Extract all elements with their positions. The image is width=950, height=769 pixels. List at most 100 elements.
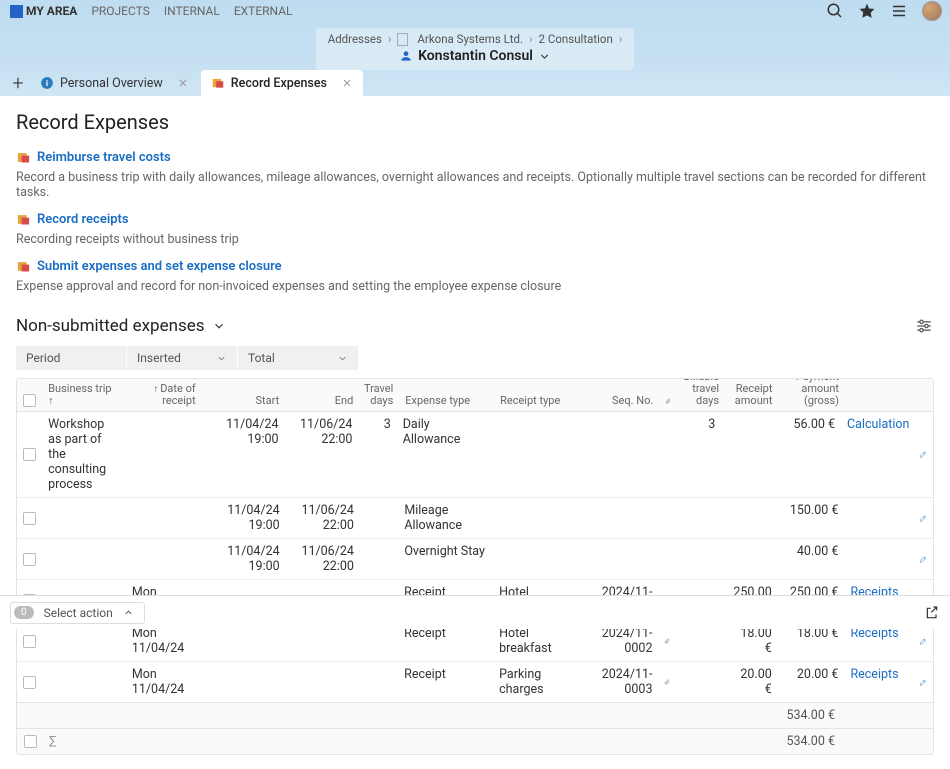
sum-checkbox[interactable] xyxy=(24,735,37,748)
sort-asc-icon: ↑ xyxy=(153,384,158,395)
action-reimburse-link[interactable]: Reimburse travel costs xyxy=(16,150,171,165)
select-action-label: Select action xyxy=(44,606,113,620)
action-link-label: Submit expenses and set expense closure xyxy=(37,259,282,274)
close-icon[interactable] xyxy=(341,77,353,89)
col-label: Start xyxy=(255,395,279,407)
cell-billable-days xyxy=(676,539,724,579)
cell-receipt-amount xyxy=(721,412,774,497)
action-receipts-link[interactable]: Record receipts xyxy=(16,212,129,227)
close-icon[interactable] xyxy=(177,77,189,89)
header-right xyxy=(826,1,942,21)
user-avatar[interactable] xyxy=(922,1,942,21)
cell-start xyxy=(202,662,286,702)
col-date-of-receipt[interactable]: ↑Date of receipt xyxy=(126,379,202,411)
breadcrumb-consultation[interactable]: 2 Consultation xyxy=(539,32,613,46)
breadcrumb-company[interactable]: Arkona Systems Ltd. xyxy=(417,32,523,46)
col-label: Billable travel days xyxy=(683,378,719,407)
table-row: Workshop as part of the consulting proce… xyxy=(17,412,933,498)
col-payment-amount[interactable]: Payment amount (gross) xyxy=(778,379,845,411)
col-attachment[interactable] xyxy=(659,379,677,411)
col-expense-type[interactable]: Expense type xyxy=(399,379,494,411)
export-icon[interactable] xyxy=(924,605,940,621)
action-link-label: Reimburse travel costs xyxy=(37,150,171,165)
nav-internal[interactable]: INTERNAL xyxy=(164,2,220,20)
row-checkbox[interactable] xyxy=(23,512,36,525)
col-receipt-amount[interactable]: Receipt amount xyxy=(725,379,778,411)
paperclip-icon[interactable] xyxy=(664,676,670,688)
breadcrumb-box: Addresses › Arkona Systems Ltd. › 2 Cons… xyxy=(316,28,635,70)
filter-settings-icon[interactable] xyxy=(914,316,934,336)
nav-external[interactable]: EXTERNAL xyxy=(234,2,293,20)
row-checkbox[interactable] xyxy=(23,676,36,689)
filter-total[interactable]: Total xyxy=(238,346,358,370)
paperclip-icon[interactable] xyxy=(664,635,670,647)
edit-icon[interactable] xyxy=(919,553,927,566)
cell-date xyxy=(126,498,202,538)
cell-expense-type: Daily Allowance xyxy=(397,412,492,497)
nav-projects[interactable]: PROJECTS xyxy=(91,2,150,20)
cell-billable-days xyxy=(676,662,724,702)
row-checkbox[interactable] xyxy=(23,635,36,648)
cell-days xyxy=(360,539,398,579)
col-travel-days[interactable]: Travel days xyxy=(359,379,399,411)
cell-payment-amount: 40.00 € xyxy=(778,539,845,579)
nav-my-area[interactable]: MY AREA xyxy=(10,2,77,20)
col-start[interactable]: Start xyxy=(202,379,286,411)
col-label: Travel days xyxy=(364,383,393,407)
cell-receipt-amount xyxy=(724,539,778,579)
row-link[interactable]: Receipts xyxy=(850,667,898,682)
tab-record-expenses[interactable]: Record Expenses xyxy=(201,70,363,96)
row-checkbox[interactable] xyxy=(23,553,36,566)
chevron-down-icon xyxy=(337,353,348,364)
star-icon[interactable] xyxy=(858,2,876,20)
add-tab-button[interactable]: + xyxy=(6,70,30,96)
menu-icon[interactable] xyxy=(890,2,908,20)
filter-label: Period xyxy=(26,351,60,365)
person-name: Konstantin Consul xyxy=(418,48,533,64)
breadcrumb-addresses[interactable]: Addresses xyxy=(328,32,382,46)
action-reimburse: Reimburse travel costs Record a business… xyxy=(16,150,934,200)
person-selector[interactable]: Konstantin Consul xyxy=(328,48,623,64)
col-business-trip[interactable]: Business trip ↑ xyxy=(42,379,126,411)
edit-icon[interactable] xyxy=(919,676,927,689)
cell-edit xyxy=(913,412,933,497)
subtotal-value: 534.00 € xyxy=(771,703,841,728)
tabs-bar: + i Personal Overview Record Expenses xyxy=(0,68,950,96)
expense-icon xyxy=(16,259,31,274)
cell-business-trip: Workshop as part of the consulting proce… xyxy=(42,412,125,497)
breadcrumb-area: Addresses › Arkona Systems Ltd. › 2 Cons… xyxy=(0,22,950,70)
cell-attachment xyxy=(658,662,676,702)
filter-inserted[interactable]: Inserted xyxy=(127,346,237,370)
filter-period[interactable]: Period xyxy=(16,346,126,370)
action-submit-link[interactable]: Submit expenses and set expense closure xyxy=(16,259,282,274)
col-billable-days[interactable]: Billable travel days xyxy=(677,379,725,411)
page-content: Record Expenses Reimburse travel costs R… xyxy=(0,96,950,769)
cell-days xyxy=(360,498,398,538)
nav-my-area-label: MY AREA xyxy=(26,4,77,18)
cell-business-trip xyxy=(42,662,126,702)
row-link[interactable]: Calculation xyxy=(847,417,909,432)
col-end[interactable]: End xyxy=(285,379,359,411)
col-receipt-type[interactable]: Receipt type xyxy=(494,379,585,411)
chevron-down-icon xyxy=(538,50,551,63)
sort-asc-icon: ↑ xyxy=(48,394,54,407)
grand-total-value: 534.00 € xyxy=(771,729,841,754)
edit-icon[interactable] xyxy=(919,512,927,525)
expense-icon xyxy=(16,212,31,227)
select-all-checkbox[interactable] xyxy=(23,394,36,407)
edit-icon[interactable] xyxy=(919,635,927,648)
section-title-toggle[interactable]: Non-submitted expenses xyxy=(16,316,226,336)
expenses-table: Business trip ↑ ↑Date of receipt Start E… xyxy=(16,378,934,755)
cell-receipt-amount xyxy=(724,498,778,538)
edit-icon[interactable] xyxy=(919,448,927,461)
cell-expense-type: Mileage Allowance xyxy=(398,498,493,538)
select-action-button[interactable]: 0 Select action xyxy=(10,602,145,624)
filter-row: Period Inserted Total xyxy=(16,346,934,370)
col-seq-no[interactable]: Seq. No. xyxy=(585,379,659,411)
tab-personal-overview[interactable]: i Personal Overview xyxy=(30,70,199,96)
col-checkbox xyxy=(17,379,42,411)
search-icon[interactable] xyxy=(826,2,844,20)
chevron-right-icon: › xyxy=(619,32,622,46)
row-checkbox[interactable] xyxy=(23,448,36,461)
chevron-down-icon xyxy=(212,319,226,333)
